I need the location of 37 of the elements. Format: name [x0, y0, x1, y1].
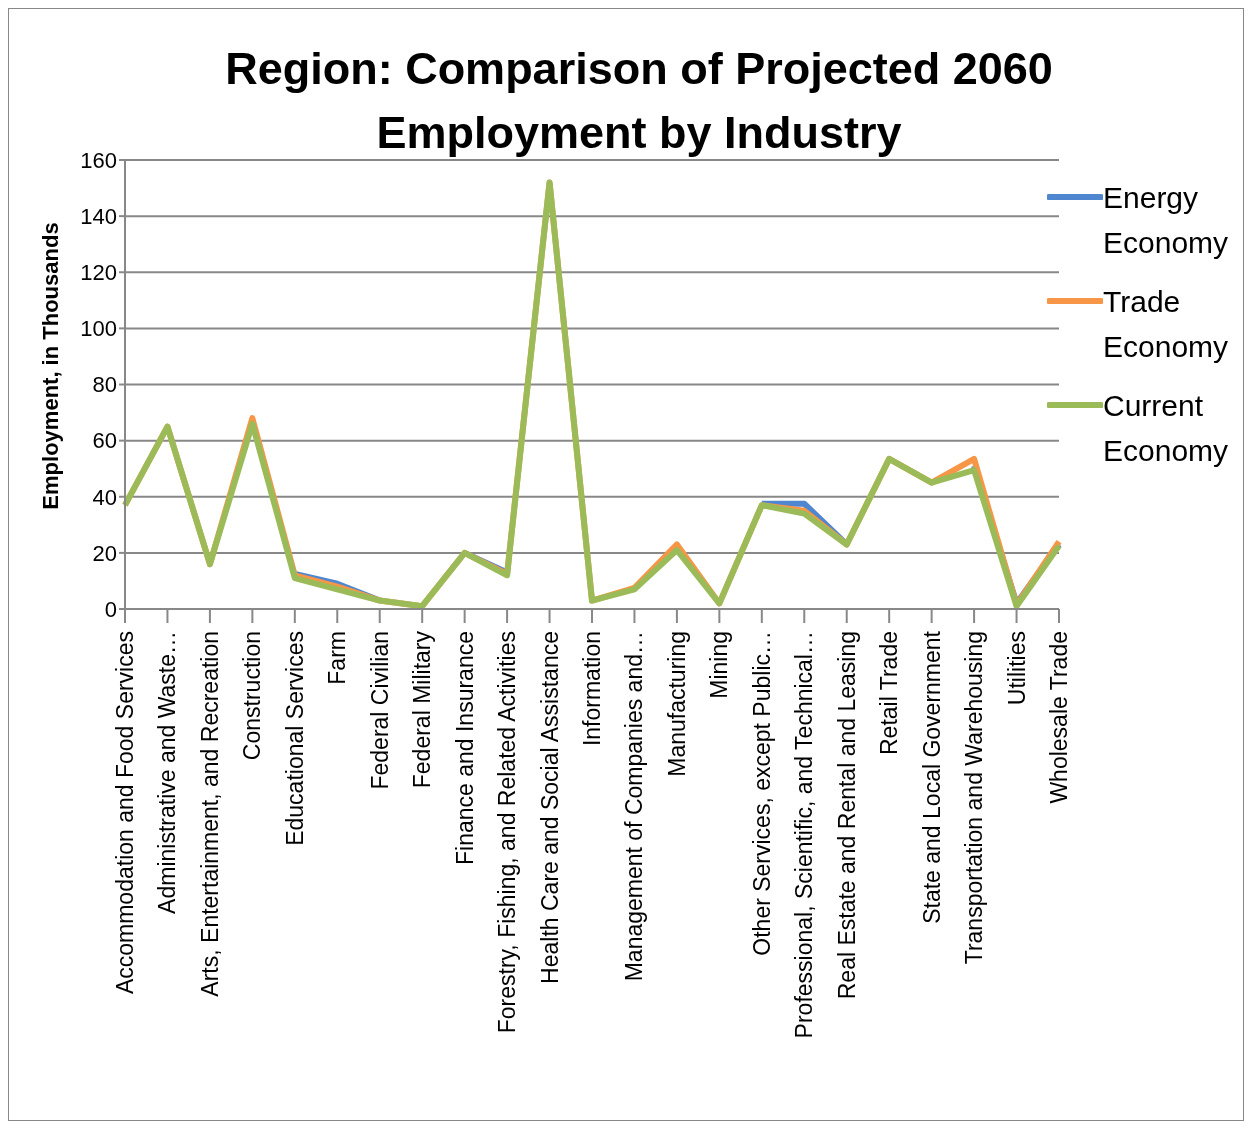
- x-tick-label: Utilities: [1003, 631, 1030, 706]
- x-tick-label: Manufacturing: [663, 631, 690, 777]
- y-tick-label: 120: [80, 260, 117, 286]
- y-tick-label: 60: [92, 428, 117, 454]
- chart-title: Region: Comparison of Projected 2060 Employment by Industry: [224, 42, 1054, 160]
- x-tick-label: Professional, Scientific, and Technical…: [791, 631, 818, 1039]
- x-tick-label: Administrative and Waste…: [154, 631, 181, 914]
- x-tick-label: Farm: [324, 631, 351, 685]
- x-tick-label: Construction: [239, 631, 266, 761]
- x-tick-label: Other Services, except Public…: [748, 631, 775, 956]
- x-tick-label: Information: [579, 631, 605, 747]
- y-tick-label: 20: [92, 540, 117, 566]
- y-tick-label: 40: [92, 484, 117, 510]
- x-tick-label: Wholesale Trade: [1046, 631, 1072, 804]
- legend-label: Current Economy: [1103, 388, 1230, 469]
- x-tick-label: Federal Civilian: [366, 631, 393, 790]
- x-tick-label: Arts, Entertainment, and Recreation: [196, 631, 223, 997]
- x-tick-label: Management of Companies and…: [621, 631, 648, 982]
- x-tick-label: Real Estate and Rental and Leasing: [833, 631, 860, 1000]
- y-tick-label: 100: [80, 316, 117, 342]
- y-tick-label: 0: [104, 596, 117, 622]
- legend-label: Trade Economy: [1103, 284, 1230, 365]
- x-tick-label: Retail Trade: [876, 631, 903, 756]
- x-tick-label: Forestry, Fishing, and Related Activities: [494, 631, 521, 1034]
- y-axis-title: Employment, in Thousands: [38, 222, 64, 510]
- x-tick-label: Federal Military: [409, 630, 436, 789]
- y-tick-label: 140: [80, 203, 117, 229]
- x-tick-label: Mining: [706, 631, 733, 699]
- y-tick-label: 80: [92, 372, 117, 398]
- x-tick-label: Accommodation and Food Services: [112, 631, 138, 995]
- y-tick-label: 160: [80, 147, 117, 173]
- x-tick-label: State and Local Government: [918, 630, 945, 924]
- x-tick-label: Finance and Insurance: [451, 631, 478, 865]
- x-tick-label: Health Care and Social Assistance: [536, 631, 563, 984]
- x-tick-label: Educational Services: [281, 631, 308, 846]
- x-tick-label: Transportation and Warehousing: [961, 631, 988, 965]
- legend-label: Energy Economy: [1103, 180, 1230, 261]
